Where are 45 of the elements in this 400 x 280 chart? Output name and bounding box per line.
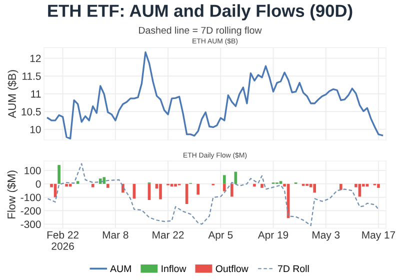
- legend-label: Outflow: [216, 264, 248, 272]
- y-tick-label: -100: [20, 194, 41, 202]
- bar: [279, 181, 282, 184]
- y-tick-label: 100: [24, 166, 41, 174]
- bar: [222, 175, 226, 184]
- x-tick-label: Mar 22: [152, 231, 184, 239]
- bar: [196, 184, 200, 195]
- y-tick-label: -200: [20, 207, 41, 215]
- y-tick-label: 10: [30, 126, 41, 134]
- bar: [91, 184, 94, 188]
- bar: [339, 184, 342, 190]
- y-tick-label: 0: [36, 180, 41, 188]
- bar: [102, 177, 106, 184]
- bar: [253, 184, 256, 187]
- line-series: [46, 51, 384, 140]
- bar: [159, 184, 162, 200]
- bar: [65, 184, 68, 187]
- bar: [313, 184, 316, 193]
- x-tick-label: May 3: [312, 231, 340, 241]
- y-axis-title: Flow ($M): [7, 170, 18, 218]
- x-tick-label: Mar 8: [102, 231, 128, 239]
- x-tick-label: Apr 5: [208, 231, 233, 241]
- x-tick-label: May 17: [362, 231, 396, 241]
- y-tick-label: 11: [31, 90, 41, 98]
- bar: [222, 184, 226, 192]
- chart-title: ETH ETF: AUM and Daily Flows (90D): [48, 4, 352, 20]
- y-tick-label: 12: [30, 54, 41, 62]
- bar: [230, 184, 234, 197]
- bar: [377, 184, 380, 188]
- bar: [106, 184, 110, 188]
- bar: [76, 181, 80, 184]
- y-tick-label: 11.5: [22, 72, 41, 80]
- bar: [260, 184, 264, 188]
- y-tick-label: -300: [20, 220, 41, 228]
- line-series: [47, 163, 380, 226]
- bar: [58, 165, 60, 184]
- chart-subtitle: Dashed line = 7D rolling flow: [139, 26, 262, 36]
- x-tick-label: Feb 22 2026: [47, 230, 78, 250]
- bar: [174, 184, 177, 187]
- legend-label: AUM: [110, 265, 131, 272]
- x-tick-label: Apr 19: [258, 231, 288, 241]
- y-tick-label: 10.5: [22, 108, 41, 116]
- legend-label: 7D Roll: [278, 264, 309, 272]
- legend-label: Inflow: [162, 264, 186, 272]
- y-axis-title: AUM ($B): [8, 70, 18, 118]
